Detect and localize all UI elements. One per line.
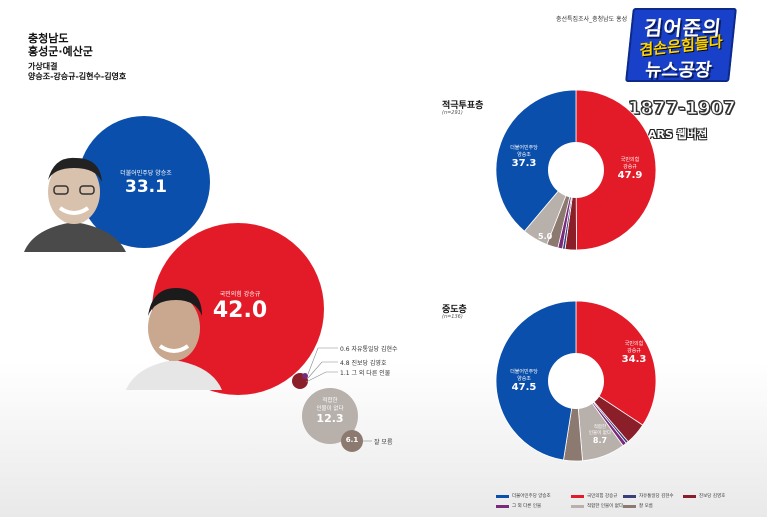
pie1-n: (n=291) <box>442 110 463 116</box>
pie2-blue-line2: 양승조 <box>517 376 531 382</box>
pie2-red-line2: 강승규 <box>627 348 641 354</box>
legend-swatch <box>571 494 584 498</box>
blue-candidate-name: 더불어민주당 양승조 <box>120 170 172 177</box>
pie1-chart <box>495 89 657 251</box>
blue-candidate-value: 33.1 <box>125 177 167 197</box>
pie1-hole <box>548 142 604 198</box>
pie2-grey-label: 적합한 인물이 없다 8.7 <box>572 424 628 445</box>
pie1-red-line2: 강승규 <box>623 164 637 170</box>
pie1-title: 적극투표층 <box>442 101 484 111</box>
pie2-slice-6 <box>495 300 577 461</box>
pie1-grey-value: 5.0 <box>538 232 553 241</box>
region-line2: 홍성군·예산군 <box>28 45 93 58</box>
pie2-n: (n=136) <box>442 314 463 320</box>
pie1-red-label: 국민의힘 강승규 47.9 <box>600 156 660 181</box>
none-value: 12.3 <box>316 412 344 425</box>
blue-bubble-label: 더불어민주당 양승조 33.1 <box>96 168 196 197</box>
candidate-photo-yang <box>24 157 126 252</box>
pie2-red-value: 34.3 <box>621 354 647 365</box>
pie1-blue-value: 37.3 <box>511 158 537 169</box>
legend-label: 자유통일당 김현수 <box>639 494 674 499</box>
date-range: 1877-1907 <box>628 98 737 120</box>
legend-item: 자유통일당 김현수 <box>623 493 674 499</box>
pie1-slice-6 <box>495 89 577 232</box>
pie1-blue-line2: 양승조 <box>517 152 531 158</box>
legend-label: 더불어민주당 양승조 <box>512 494 551 499</box>
region-title: 충청남도 홍성군·예산군 <box>28 32 93 58</box>
pie2-title: 중도층 <box>442 305 467 315</box>
none-bubble-label: 적합한 인물이 없다 12.3 <box>302 396 358 425</box>
legend-label: 진보당 김영호 <box>699 494 726 499</box>
red-candidate-value: 42.0 <box>212 298 268 323</box>
pie1-blue-label: 더불어민주당 양승조 37.3 <box>494 144 554 169</box>
legend-swatch <box>623 494 636 498</box>
pie1-red-value: 47.9 <box>617 170 643 181</box>
pie2-blue-value: 47.5 <box>511 382 537 393</box>
pie2-hole <box>548 353 604 409</box>
pie1-blue-line1: 더불어민주당 <box>510 145 538 151</box>
pie2-red-line1: 국민의힘 <box>624 341 644 347</box>
matchup-candidates: 양승조-강승규-김현수-김영호 <box>28 72 127 81</box>
bubble-minor-purple <box>302 373 308 379</box>
legend-label: 그 외 다른 인물 <box>512 504 542 509</box>
red-bubble-label: 국민의힘 강승규 42.0 <box>190 289 290 323</box>
legend-item: 적합한 인물이 없다 <box>571 503 623 509</box>
pie2-grey-line1: 적합한 <box>593 425 607 430</box>
pie2-chart <box>495 300 657 462</box>
legend-item: 잘 모름 <box>623 503 653 509</box>
legend-label: 국민의힘 강승규 <box>587 494 618 499</box>
legend-label: 잘 모름 <box>639 504 653 509</box>
pie2-blue-label: 더불어민주당 양승조 47.5 <box>494 368 554 393</box>
minor-label-3: 1.1 그 외 다른 인물 <box>340 370 391 377</box>
pie2-grey-value: 8.7 <box>592 436 608 445</box>
legend-item: 그 외 다른 인물 <box>496 503 541 509</box>
pie1-red-line1: 국민의힘 <box>620 157 640 163</box>
leader-minor3 <box>305 371 338 383</box>
none-label-line1: 적합한 <box>322 398 338 404</box>
survey-method: ARS 웹버젼 <box>648 128 708 141</box>
matchup-title: 가상대결 <box>28 62 58 71</box>
candidate-photo-kang <box>126 288 222 390</box>
legend-item: 더불어민주당 양승조 <box>496 493 551 499</box>
none-label-line2: 인물이 없다 <box>316 406 344 412</box>
bubble-dk <box>341 430 363 452</box>
leader-minor1 <box>307 347 338 375</box>
dk-label: 잘 모름 <box>374 439 393 446</box>
leader-minor2 <box>307 361 338 379</box>
region-line1: 충청남도 <box>28 32 69 45</box>
dk-value: 6.1 <box>345 436 359 444</box>
legend-swatch <box>683 494 696 498</box>
pie2-grey-line2: 인물이 없다 <box>588 431 612 436</box>
red-candidate-name: 국민의힘 강승규 <box>219 291 261 298</box>
bubble-none <box>302 388 358 444</box>
minor-label-1: 0.6 자유통일당 김현수 <box>340 346 398 353</box>
source-note: 충선특집조사_충청남도 홍성 <box>556 16 628 23</box>
legend-item: 국민의힘 강승규 <box>571 493 617 499</box>
legend-swatch <box>571 504 584 508</box>
matchup-header: 가상대결 양승조-강승규-김현수-김영호 <box>28 62 126 82</box>
pie1-slice-0 <box>575 89 657 251</box>
legend-label: 적합한 인물이 없다 <box>587 504 623 509</box>
minor-label-2: 4.8 진보당 김영호 <box>340 360 387 367</box>
legend-swatch <box>623 504 636 508</box>
legend-swatch <box>496 494 509 498</box>
legend-swatch <box>496 504 509 508</box>
legend-item: 진보당 김영호 <box>683 493 725 499</box>
pie2-red-label: 국민의힘 강승규 34.3 <box>604 340 664 365</box>
bubble-red <box>152 223 324 395</box>
bubble-blue <box>78 116 210 248</box>
pie2-blue-line1: 더불어민주당 <box>510 369 538 375</box>
